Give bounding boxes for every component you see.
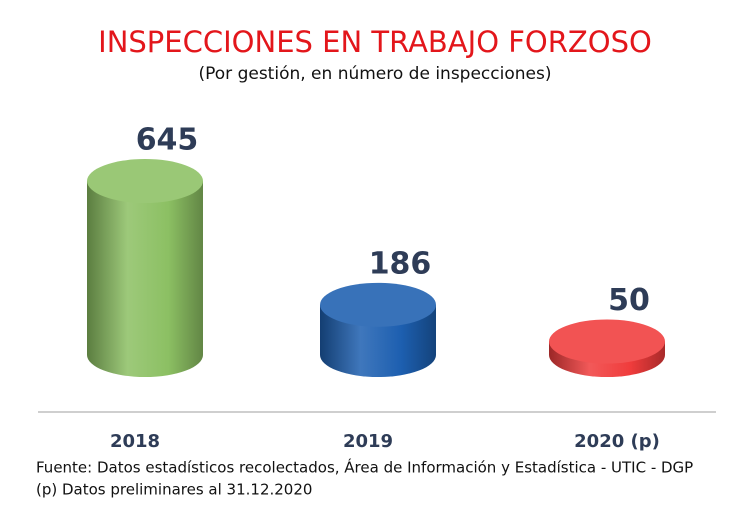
x-tick-label: 2020 (p) [574,431,660,452]
x-tick-label: 2018 [110,431,160,452]
value-label: 645 [136,123,199,158]
source-note: Fuente: Datos estadísticos recolectados,… [36,458,693,477]
value-label: 186 [369,246,432,281]
bar-top [87,159,203,203]
bar-top [549,319,665,364]
chart-title: INSPECCIONES EN TRABAJO FORZOSO [98,25,652,59]
bar [87,181,203,377]
chart-subtitle: (Por gestión, en número de inspecciones) [199,64,552,84]
bar-top [320,282,436,327]
value-label: 50 [608,283,650,318]
preliminary-note: (p) Datos preliminares al 31.12.2020 [36,481,312,499]
x-tick-label: 2019 [343,431,393,452]
